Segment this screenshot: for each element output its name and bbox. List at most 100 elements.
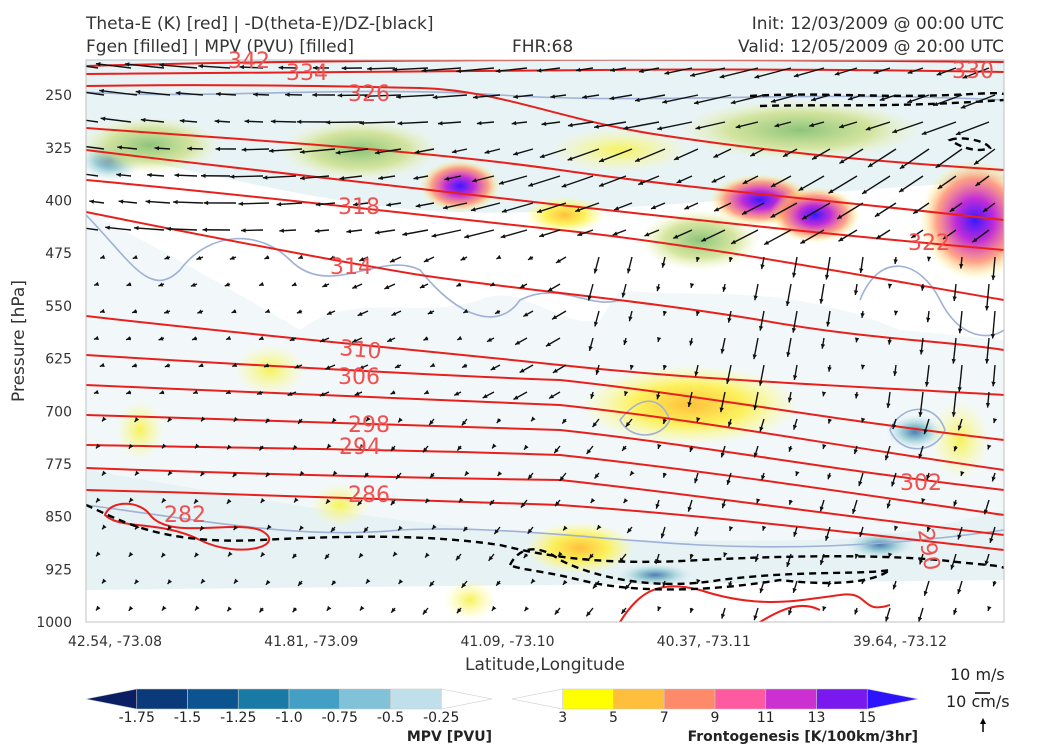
wind-vector-head bbox=[953, 446, 958, 452]
wind-vector-head bbox=[625, 584, 630, 590]
wind-vector-head bbox=[287, 391, 293, 396]
wind-vector-head bbox=[159, 390, 165, 395]
wind-vector-head bbox=[511, 121, 517, 126]
wind-vector-head bbox=[429, 420, 434, 425]
wind-vector-head bbox=[131, 363, 137, 368]
wind-vector-head bbox=[984, 358, 990, 364]
wind-vector-head bbox=[786, 352, 791, 357]
valid-time: Valid: 12/05/2009 @ 20:00 UTC bbox=[738, 37, 1004, 57]
wind-vector bbox=[472, 94, 501, 99]
dtheta-dz-line-2 bbox=[759, 98, 1004, 108]
wind-vector-head bbox=[117, 145, 122, 150]
wind-vector-head bbox=[276, 202, 282, 207]
wind-vector-head bbox=[918, 453, 923, 459]
wind-vector-head bbox=[638, 68, 644, 74]
wind-vector-head bbox=[292, 607, 298, 613]
wind-vector-head bbox=[357, 311, 363, 316]
wind-vector-head bbox=[676, 179, 682, 184]
colorbar-swatch bbox=[613, 688, 665, 710]
wind-vector-head bbox=[539, 233, 545, 238]
wind-vector-head bbox=[135, 89, 141, 95]
wind-vector-head bbox=[232, 472, 238, 478]
wind-vector bbox=[593, 121, 627, 129]
wind-vector-head bbox=[926, 526, 931, 532]
wind-vector-head bbox=[464, 470, 470, 476]
wind-vector bbox=[801, 202, 831, 220]
wind-vector-head bbox=[839, 124, 845, 129]
wind-vector-head bbox=[622, 445, 627, 451]
wind-vector-head bbox=[693, 100, 699, 105]
wind-vector-head bbox=[497, 471, 503, 477]
wind-vector bbox=[173, 201, 204, 204]
wind-vector-head bbox=[894, 525, 899, 531]
mpv-contour-1 bbox=[86, 90, 1004, 101]
wind-vector-head bbox=[94, 335, 99, 340]
wind-vector-head bbox=[233, 578, 239, 584]
wind-vector-head bbox=[792, 375, 798, 380]
wind-vector-head bbox=[662, 364, 668, 370]
wind-vector-head bbox=[124, 62, 130, 67]
wind-vector-head bbox=[552, 368, 558, 373]
wind-vector-head bbox=[390, 500, 396, 506]
wind-vector-head bbox=[158, 282, 164, 287]
wind-vector-head bbox=[495, 309, 501, 314]
wind-vector-head bbox=[444, 176, 450, 181]
wind-vector-head bbox=[592, 422, 598, 428]
wind-vector-head bbox=[430, 473, 435, 478]
wind-vector-head bbox=[190, 282, 196, 287]
y-tick-label: 1000 bbox=[36, 615, 72, 631]
fgen-cell-10 bbox=[930, 400, 990, 480]
wind-vector-head bbox=[461, 420, 467, 426]
wind-vector bbox=[536, 202, 567, 213]
y-tick-label: 700 bbox=[45, 404, 72, 420]
wind-vector bbox=[124, 63, 165, 69]
theta-e-line-310 bbox=[86, 315, 1004, 396]
wind-vector-head bbox=[918, 412, 923, 417]
wind-vector-head bbox=[826, 321, 831, 327]
wind-vector-head bbox=[839, 159, 845, 164]
wind-vector-head bbox=[985, 402, 991, 408]
wind-vector-head bbox=[519, 283, 525, 288]
wind-vector-head bbox=[729, 526, 734, 532]
wind-vector-head bbox=[161, 497, 167, 503]
wind-vector-head bbox=[397, 121, 403, 126]
wind-vector-head bbox=[346, 229, 352, 234]
wind-vector-head bbox=[562, 418, 567, 424]
theta-e-label-310: 310 bbox=[338, 336, 382, 365]
wind-vector-head bbox=[359, 605, 365, 611]
wind-vector-head bbox=[339, 176, 345, 181]
wind-vector-head bbox=[919, 349, 924, 355]
wind-vector-head bbox=[554, 609, 560, 615]
wind-vector-head bbox=[384, 285, 390, 290]
wind-vector-head bbox=[819, 298, 824, 304]
wind-vector-head bbox=[770, 98, 776, 103]
wind-vector-head bbox=[695, 256, 701, 262]
wind-vector bbox=[793, 67, 825, 78]
wind-vector-head bbox=[359, 257, 365, 262]
wind-vector-head bbox=[644, 232, 650, 237]
wind-vector-head bbox=[367, 66, 372, 71]
wind-vector-head bbox=[520, 502, 526, 508]
wind-vector-head bbox=[741, 210, 747, 215]
wind-vector-head bbox=[684, 205, 690, 210]
wind-vector-head bbox=[374, 150, 380, 155]
wind-vector-head bbox=[990, 333, 996, 339]
wind-vector-head bbox=[359, 444, 365, 449]
wind-vector-head bbox=[226, 498, 232, 504]
wind-vector bbox=[95, 62, 132, 69]
wind-vector-head bbox=[623, 498, 629, 504]
wind-vector-head bbox=[859, 531, 864, 537]
x-tick-label: 39.64, -73.12 bbox=[853, 634, 947, 650]
wind-vector-head bbox=[398, 579, 404, 584]
wind-vector-head bbox=[919, 559, 924, 565]
wind-vector-head bbox=[128, 443, 134, 449]
wind-vector-head bbox=[563, 525, 568, 531]
wind-vector-head bbox=[393, 551, 398, 557]
colorbar-swatch bbox=[440, 688, 493, 710]
wind-vector-head bbox=[812, 155, 818, 160]
wind-vector-head bbox=[822, 605, 827, 611]
wind-vector-head bbox=[424, 389, 430, 394]
mpv-contour-4 bbox=[889, 408, 946, 450]
wind-vector bbox=[921, 121, 957, 136]
